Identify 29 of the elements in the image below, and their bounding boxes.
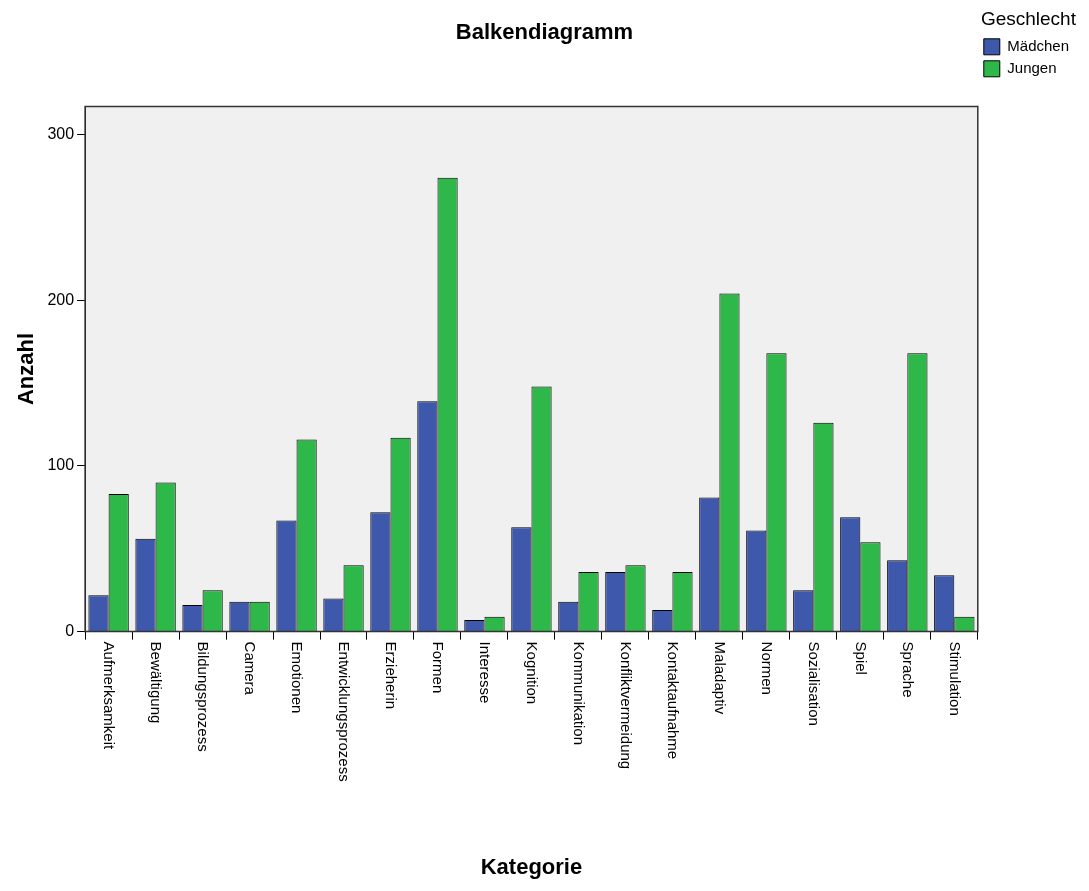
x-tick-label: Spiel — [853, 641, 871, 675]
x-tick-label: Camera — [242, 641, 260, 696]
x-tick-label: Interesse — [477, 641, 495, 704]
x-tick-label: Maladaptiv — [712, 641, 730, 715]
y-axis-title: Anzahl — [13, 332, 39, 406]
x-tick-label: Formen — [430, 641, 448, 694]
x-tick-label: Erzieherin — [383, 641, 401, 710]
x-tick-label: Normen — [759, 641, 777, 695]
x-tick-label: Kommunikation — [571, 641, 589, 745]
x-tick-label: Entwicklungsprozess — [336, 641, 354, 782]
x-tick-label: Kognition — [524, 641, 542, 705]
y-tick-label: 300 — [47, 124, 75, 142]
x-tick-label: Bewältigung — [148, 641, 166, 724]
x-tick-label: Konfliktvermeidung — [618, 641, 636, 770]
y-tick-label: 200 — [47, 290, 75, 308]
x-tick-label: Stimulation — [947, 641, 965, 716]
legend-title: Geschlecht — [980, 7, 1077, 29]
x-tick-label: Emotionen — [289, 641, 307, 714]
x-axis-title: Kategorie — [480, 853, 583, 879]
y-tick-label: 100 — [47, 456, 75, 474]
x-tick-label: Sprache — [900, 641, 918, 698]
legend-label: Mädchen — [1007, 36, 1070, 54]
x-tick-label: Kontaktaufnahme — [665, 641, 683, 760]
y-tick-label: 0 — [65, 622, 75, 640]
chart-title: Balkendiagramm — [455, 19, 634, 45]
x-tick-label: Bildungsprozess — [195, 641, 213, 752]
x-tick-label: Aufmerksamkeit — [101, 641, 119, 750]
legend-label: Jungen — [1007, 58, 1057, 76]
x-tick-label: Sozialisation — [806, 641, 824, 726]
